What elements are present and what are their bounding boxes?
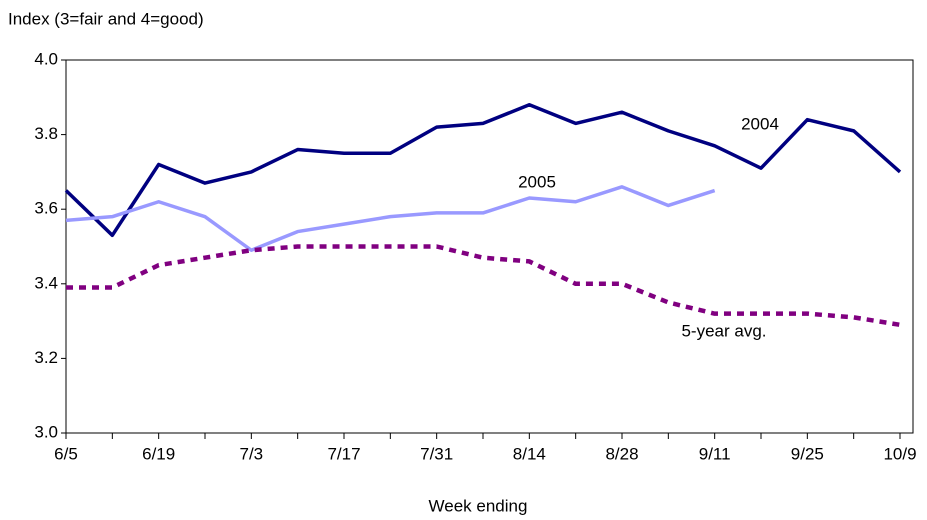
x-tick-label: 7/17 (327, 444, 360, 463)
series-line (66, 244, 901, 328)
series-label: 2004 (741, 114, 779, 133)
series-line (64, 103, 902, 238)
x-tick-label: 9/25 (791, 444, 824, 463)
x-tick-label: 8/28 (605, 444, 638, 463)
y-axis-title: Index (3=fair and 4=good) (8, 9, 204, 28)
y-tick-label: 3.0 (34, 422, 58, 441)
y-tick-label: 3.6 (34, 199, 58, 218)
x-tick-label: 6/5 (54, 444, 78, 463)
x-tick-label: 9/11 (699, 444, 731, 463)
x-tick-label: 10/9 (883, 444, 916, 463)
x-tick-label: 8/14 (513, 444, 546, 463)
x-tick-label: 6/19 (142, 444, 175, 463)
plot-frame (65, 59, 914, 434)
x-axis-title: Week ending (429, 496, 528, 515)
y-tick-label: 3.2 (34, 348, 58, 367)
x-tick-label: 7/3 (240, 444, 264, 463)
y-tick-label: 4.0 (34, 49, 58, 68)
series-line (65, 185, 716, 252)
y-tick-label: 3.4 (34, 273, 58, 292)
y-tick-label: 3.8 (34, 124, 58, 143)
series-label: 5-year avg. (681, 321, 766, 340)
series-label: 2005 (518, 172, 556, 191)
x-tick-label: 7/31 (420, 444, 453, 463)
